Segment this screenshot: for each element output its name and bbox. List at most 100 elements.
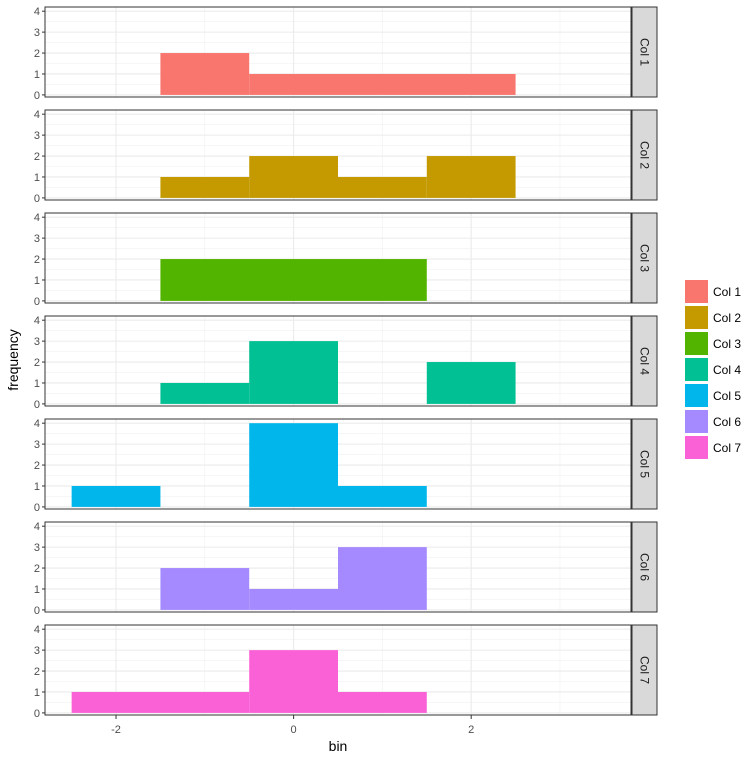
y-tick-label: 0	[34, 90, 40, 102]
y-tick-label: 2	[34, 48, 40, 60]
y-tick-label: 1	[34, 481, 40, 493]
facet-strip-label: Col 1	[638, 38, 652, 66]
y-tick-label: 3	[34, 645, 40, 657]
histogram-bar	[338, 485, 427, 507]
histogram-bar	[338, 691, 427, 713]
panel-border	[44, 109, 632, 201]
y-tick-label: 1	[34, 69, 40, 81]
y-tick-label: 2	[34, 666, 40, 678]
legend-key	[685, 332, 708, 355]
facet-strip-label: Col 3	[638, 244, 652, 272]
legend-key	[685, 358, 708, 381]
y-tick-label: 4	[34, 418, 40, 430]
facet-panel: 0 1 2 3 4 Col 3	[34, 212, 658, 308]
y-tick-label: 0	[34, 399, 40, 411]
panel-border	[44, 624, 632, 716]
legend-key	[685, 280, 708, 303]
legend-label: Col 6	[713, 415, 741, 429]
legend-key	[685, 384, 708, 407]
legend-label: Col 5	[713, 389, 741, 403]
facet-strip-label: Col 4	[638, 347, 652, 375]
histogram-bar	[249, 423, 338, 507]
y-tick-label: 1	[34, 584, 40, 596]
legend-label: Col 1	[713, 285, 741, 299]
facet-strip	[631, 109, 658, 201]
y-tick-label: 4	[34, 212, 40, 224]
y-tick-label: 2	[34, 460, 40, 472]
histogram-bar	[160, 176, 250, 198]
facet-strip-label: Col 6	[638, 553, 652, 581]
legend-key	[685, 306, 708, 329]
y-tick-label: 2	[34, 151, 40, 163]
x-axis-title: bin	[329, 738, 348, 754]
y-tick-label: 3	[34, 439, 40, 451]
histogram-bar	[249, 588, 338, 610]
legend-key	[685, 436, 708, 459]
histogram-bar	[71, 691, 250, 713]
histogram-bar	[160, 382, 250, 404]
facet-strip	[631, 521, 658, 613]
y-tick-label: 3	[34, 542, 40, 554]
legend-label: Col 2	[713, 311, 741, 325]
panel-border	[44, 418, 632, 510]
legend-label: Col 7	[713, 441, 741, 455]
histogram-bar	[338, 547, 427, 610]
histogram-bar	[249, 156, 338, 198]
facet-panel: 0 1 2 3 4 Col 7	[34, 624, 658, 720]
y-tick-label: 0	[34, 193, 40, 205]
y-tick-label: 0	[34, 605, 40, 617]
panel-border	[44, 212, 632, 304]
histogram-bar	[249, 650, 338, 713]
histogram-bar	[71, 485, 161, 507]
y-tick-label: 3	[34, 27, 40, 39]
y-tick-label: 1	[34, 378, 40, 390]
histogram-bar	[160, 53, 250, 95]
histogram-bar	[160, 568, 250, 610]
facet-panel: 0 1 2 3 4 Col 2	[34, 109, 658, 205]
panel-border	[44, 315, 632, 407]
x-tick-label: 2	[468, 724, 474, 736]
legend-key	[685, 410, 708, 433]
legend-label: Col 4	[713, 363, 741, 377]
y-tick-label: 1	[34, 275, 40, 287]
y-tick-label: 4	[34, 624, 40, 636]
panel-border	[44, 6, 632, 98]
y-tick-label: 3	[34, 336, 40, 348]
y-tick-label: 0	[34, 502, 40, 514]
legend-label: Col 3	[713, 337, 741, 351]
legend: Col 1 Col 2 Col 3 Col 4 Col 5 Col 6 Col 7	[685, 280, 741, 459]
histogram-bar	[426, 362, 516, 404]
facet-strip-label: Col 2	[638, 141, 652, 169]
y-tick-label: 4	[34, 315, 40, 327]
facet-strip	[631, 418, 658, 510]
facet-panel: 0 1 2 3 4 Col 1	[34, 6, 658, 102]
y-tick-label: 4	[34, 109, 40, 121]
y-tick-label: 0	[34, 296, 40, 308]
y-tick-label: 0	[34, 708, 40, 720]
y-tick-label: 2	[34, 254, 40, 266]
y-tick-label: 3	[34, 233, 40, 245]
y-tick-label: 1	[34, 172, 40, 184]
y-tick-label: 3	[34, 130, 40, 142]
y-tick-label: 4	[34, 521, 40, 533]
facet-strip	[631, 315, 658, 407]
histogram-bar	[249, 73, 516, 95]
y-tick-label: 2	[34, 563, 40, 575]
histogram-bar	[160, 259, 427, 301]
facet-strip-label: Col 5	[638, 450, 652, 478]
histogram-bar	[249, 341, 338, 404]
y-tick-label: 4	[34, 6, 40, 18]
y-tick-label: 1	[34, 687, 40, 699]
facet-panel: 0 1 2 3 4 Col 6	[34, 521, 658, 617]
histogram-bar	[338, 176, 427, 198]
facet-strip	[631, 624, 658, 716]
facet-strip-label: Col 7	[638, 656, 652, 684]
facet-strip	[631, 6, 658, 98]
x-tick-label: -2	[111, 724, 121, 736]
y-tick-label: 2	[34, 357, 40, 369]
y-axis-title: frequency	[5, 329, 21, 390]
x-tick-label: 0	[291, 724, 297, 736]
histogram-bar	[426, 156, 516, 198]
